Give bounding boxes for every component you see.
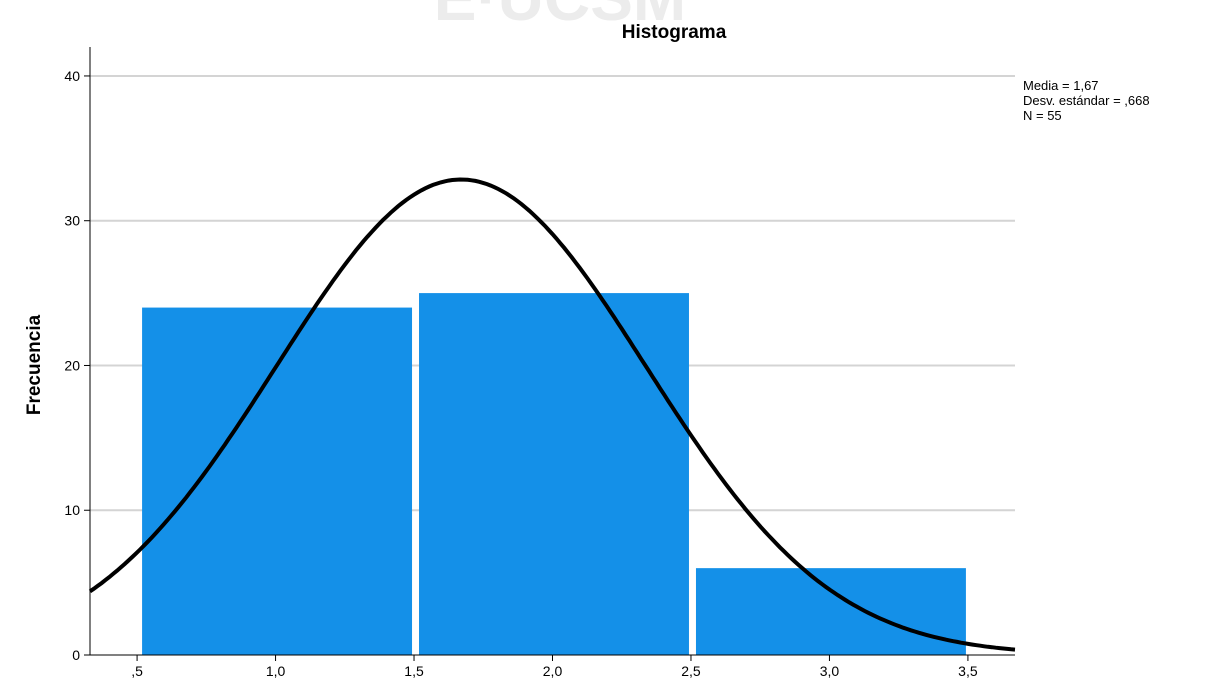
- histogram-bar: [142, 307, 413, 655]
- x-tick-labels: ,5 1,0 1,5 2,0 2,5 3,0 3,5: [131, 663, 978, 679]
- y-tick-label: 0: [72, 647, 80, 663]
- normal-curve: [88, 177, 1016, 652]
- y-tick-label: 40: [64, 68, 80, 84]
- stat-mean: Media = 1,67: [1023, 78, 1099, 93]
- x-tick-label: 1,0: [266, 663, 286, 679]
- bars: [142, 293, 966, 655]
- chart-title: Histograma: [622, 22, 727, 43]
- x-tick-label: ,5: [131, 663, 143, 679]
- axes: [84, 47, 1015, 661]
- stats-box: Media = 1,67 Desv. estándar = ,668 N = 5…: [1023, 78, 1150, 123]
- stat-n: N = 55: [1023, 108, 1062, 123]
- x-tick-label: 2,5: [681, 663, 701, 679]
- y-tick-labels: 0 10 20 30 40: [64, 68, 80, 663]
- x-tick-label: 1,5: [404, 663, 424, 679]
- y-tick-label: 30: [64, 213, 80, 229]
- y-tick-label: 10: [64, 502, 80, 518]
- x-tick-label: 2,0: [543, 663, 563, 679]
- y-tick-label: 20: [64, 357, 80, 373]
- x-tick-label: 3,5: [958, 663, 978, 679]
- stat-std-dev: Desv. estándar = ,668: [1023, 93, 1150, 108]
- y-axis-label: Frecuencia: [24, 314, 45, 415]
- histogram-bar: [419, 293, 689, 655]
- histogram-bar: [695, 568, 966, 655]
- watermark: E·UCSM: [434, 0, 686, 34]
- x-tick-label: 3,0: [820, 663, 840, 679]
